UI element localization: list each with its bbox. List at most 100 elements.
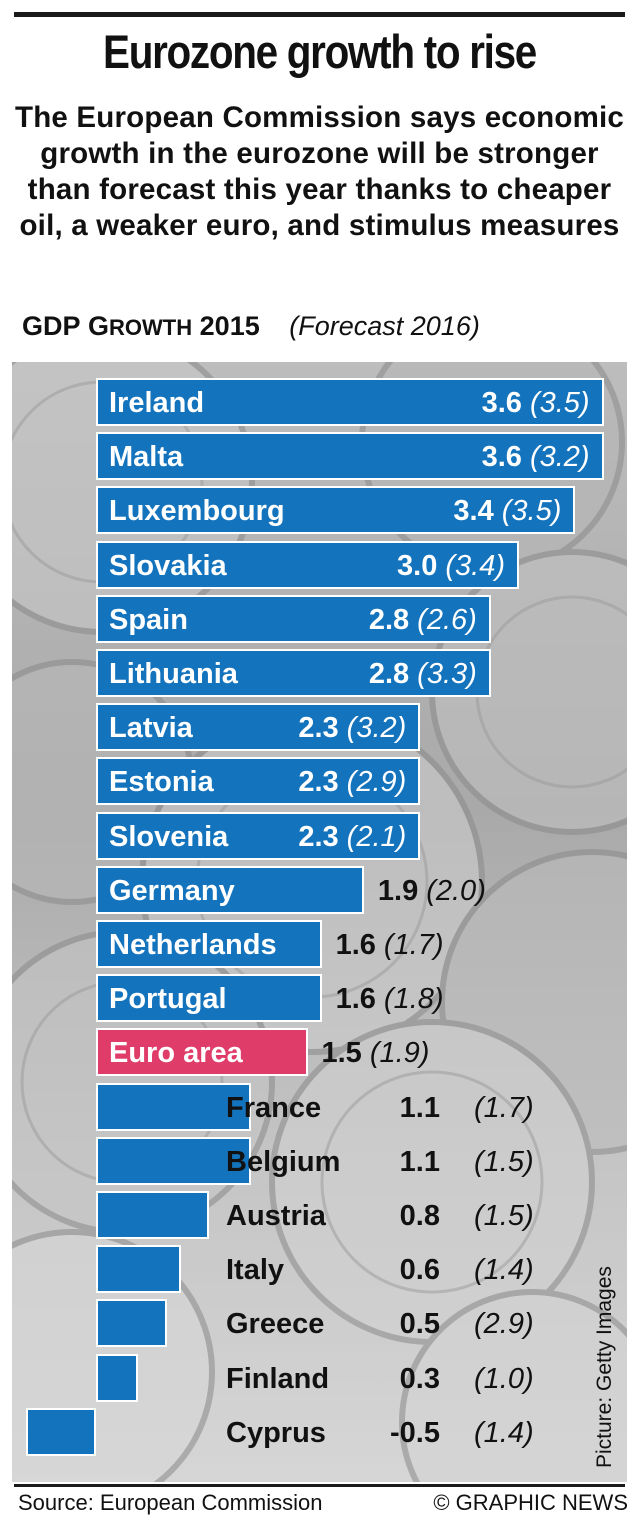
value-2015-latvia: 2.3 xyxy=(298,712,339,745)
value-2016-italy: (1.4) xyxy=(474,1254,534,1287)
value-2016-malta: (3.2) xyxy=(529,441,590,474)
value-2015-portugal: 1.6 xyxy=(335,983,376,1016)
value-2016-latvia: (3.2) xyxy=(346,712,407,745)
bar-netherlands xyxy=(96,920,322,968)
value-2015-luxembourg: 3.4 xyxy=(453,495,494,528)
header-year: 2015 xyxy=(199,311,260,341)
value-2016-lithuania: (3.3) xyxy=(417,658,477,690)
bar-label-lithuania: Lithuania xyxy=(109,658,238,690)
header-growth-initial: G xyxy=(88,311,110,341)
value-2016-ireland: (3.5) xyxy=(529,387,590,419)
value-2016-portugal: (1.8) xyxy=(383,983,444,1016)
value-2015-netherlands: 1.6 xyxy=(335,929,376,961)
bar-label-netherlands: Netherlands xyxy=(109,929,277,961)
bar-label-slovakia: Slovakia xyxy=(109,549,227,582)
bar-label-france: France xyxy=(226,1091,322,1124)
bar-portugal xyxy=(96,974,322,1023)
bar-finland xyxy=(96,1353,139,1402)
value-2015-cyprus: -0.5 xyxy=(390,1416,440,1449)
value-2015-lithuania: 2.8 xyxy=(368,658,410,690)
bar-label-cyprus: Cyprus xyxy=(226,1416,326,1449)
bar-germany xyxy=(96,865,364,914)
bar-label-spain: Spain xyxy=(109,603,188,636)
value-2015-greece: 0.5 xyxy=(399,1308,440,1341)
value-2015-euro-area: 1.5 xyxy=(321,1037,362,1070)
bar-slovakia xyxy=(96,540,519,589)
value-2015-italy: 0.6 xyxy=(399,1254,440,1287)
value-label-netherlands: 1.6 (1.7) xyxy=(336,931,444,960)
bar-italy xyxy=(96,1245,181,1294)
source-note: Source: European Commission xyxy=(18,1490,323,1515)
footer: Source: European Commission © GRAPHIC NE… xyxy=(18,1490,628,1516)
bar-label-estonia: Estonia xyxy=(109,766,214,799)
value-2016-euro-area: (1.9) xyxy=(369,1037,430,1070)
bar-slovenia xyxy=(96,811,421,860)
bar-lithuania xyxy=(96,649,491,697)
value-label-latvia: 2.3 (3.2) xyxy=(298,714,406,743)
value-2016-greece: (2.9) xyxy=(474,1308,534,1341)
value-2015-germany: 1.9 xyxy=(377,874,419,907)
value-2016-france: (1.7) xyxy=(474,1091,534,1124)
value-label-luxembourg: 3.4 (3.5) xyxy=(453,497,561,526)
top-rule xyxy=(14,12,625,17)
bar-spain xyxy=(96,594,491,643)
value-2016-germany: (2.0) xyxy=(426,874,486,907)
bar-euro-area xyxy=(96,1028,308,1077)
value-2016-belgium: (1.5) xyxy=(474,1145,534,1178)
bar-luxembourg xyxy=(96,486,576,535)
header-gdp: GDP xyxy=(22,311,81,341)
value-2015-slovenia: 2.3 xyxy=(298,820,339,853)
bar-label-germany: Germany xyxy=(109,874,235,907)
value-label-portugal: 1.6 (1.8) xyxy=(336,985,444,1014)
bar-label-greece: Greece xyxy=(226,1308,325,1341)
bar-label-ireland: Ireland xyxy=(109,387,205,419)
header-forecast: (Forecast 2016) xyxy=(289,311,480,341)
bar-label-finland: Finland xyxy=(226,1362,330,1395)
value-2015-finland: 0.3 xyxy=(399,1362,440,1395)
header-growth-rest: ROWTH xyxy=(109,315,193,340)
value-2016-slovakia: (3.4) xyxy=(445,549,505,582)
value-2016-austria: (1.5) xyxy=(474,1200,534,1232)
bar-label-slovenia: Slovenia xyxy=(109,820,229,853)
value-2015-slovakia: 3.0 xyxy=(397,549,438,582)
bar-ireland xyxy=(96,378,604,426)
bar-austria xyxy=(96,1191,209,1239)
bar-greece xyxy=(96,1299,167,1348)
bar-latvia xyxy=(96,703,421,752)
value-label-euro-area: 1.5 (1.9) xyxy=(322,1039,430,1068)
value-2016-spain: (2.6) xyxy=(417,603,477,636)
value-label-spain: 2.8 (2.6) xyxy=(368,603,477,636)
value-label-slovakia: 3.0 (3.4) xyxy=(397,549,505,582)
value-2016-finland: (1.0) xyxy=(474,1362,534,1395)
value-label-slovenia: 2.3 (2.1) xyxy=(298,820,406,853)
value-label-ireland: 3.6 (3.5) xyxy=(482,389,590,418)
value-label-germany: 1.9 (2.0) xyxy=(377,874,486,907)
bar-france xyxy=(96,1082,252,1131)
bar-label-luxembourg: Luxembourg xyxy=(109,495,285,528)
bar-label-latvia: Latvia xyxy=(109,712,193,745)
bar-label-portugal: Portugal xyxy=(109,983,227,1016)
value-2015-spain: 2.8 xyxy=(368,603,410,636)
value-2016-netherlands: (1.7) xyxy=(383,929,444,961)
value-2016-estonia: (2.9) xyxy=(346,766,407,799)
bar-estonia xyxy=(96,757,421,806)
value-2015-malta: 3.6 xyxy=(481,441,522,474)
chart-title: Eurozone growth to rise xyxy=(103,25,537,78)
bar-label-italy: Italy xyxy=(226,1254,285,1287)
value-2015-belgium: 1.1 xyxy=(399,1145,440,1178)
column-header: GDP GROWTH 2015 (Forecast 2016) xyxy=(22,313,480,340)
value-2015-estonia: 2.3 xyxy=(298,766,339,799)
copyright-note: © GRAPHIC NEWS xyxy=(433,1490,628,1515)
value-2015-france: 1.1 xyxy=(399,1091,440,1124)
value-2016-cyprus: (1.4) xyxy=(474,1416,534,1449)
value-2015-austria: 0.8 xyxy=(399,1200,440,1232)
bar-malta xyxy=(96,432,604,481)
bar-label-malta: Malta xyxy=(109,441,184,474)
bar-label-austria: Austria xyxy=(226,1200,326,1232)
bar-label-euro-area: Euro area xyxy=(109,1037,243,1070)
value-label-estonia: 2.3 (2.9) xyxy=(298,768,406,797)
bar-cyprus xyxy=(25,1407,96,1456)
value-label-malta: 3.6 (3.2) xyxy=(482,443,590,472)
bottom-rule xyxy=(14,1484,625,1487)
